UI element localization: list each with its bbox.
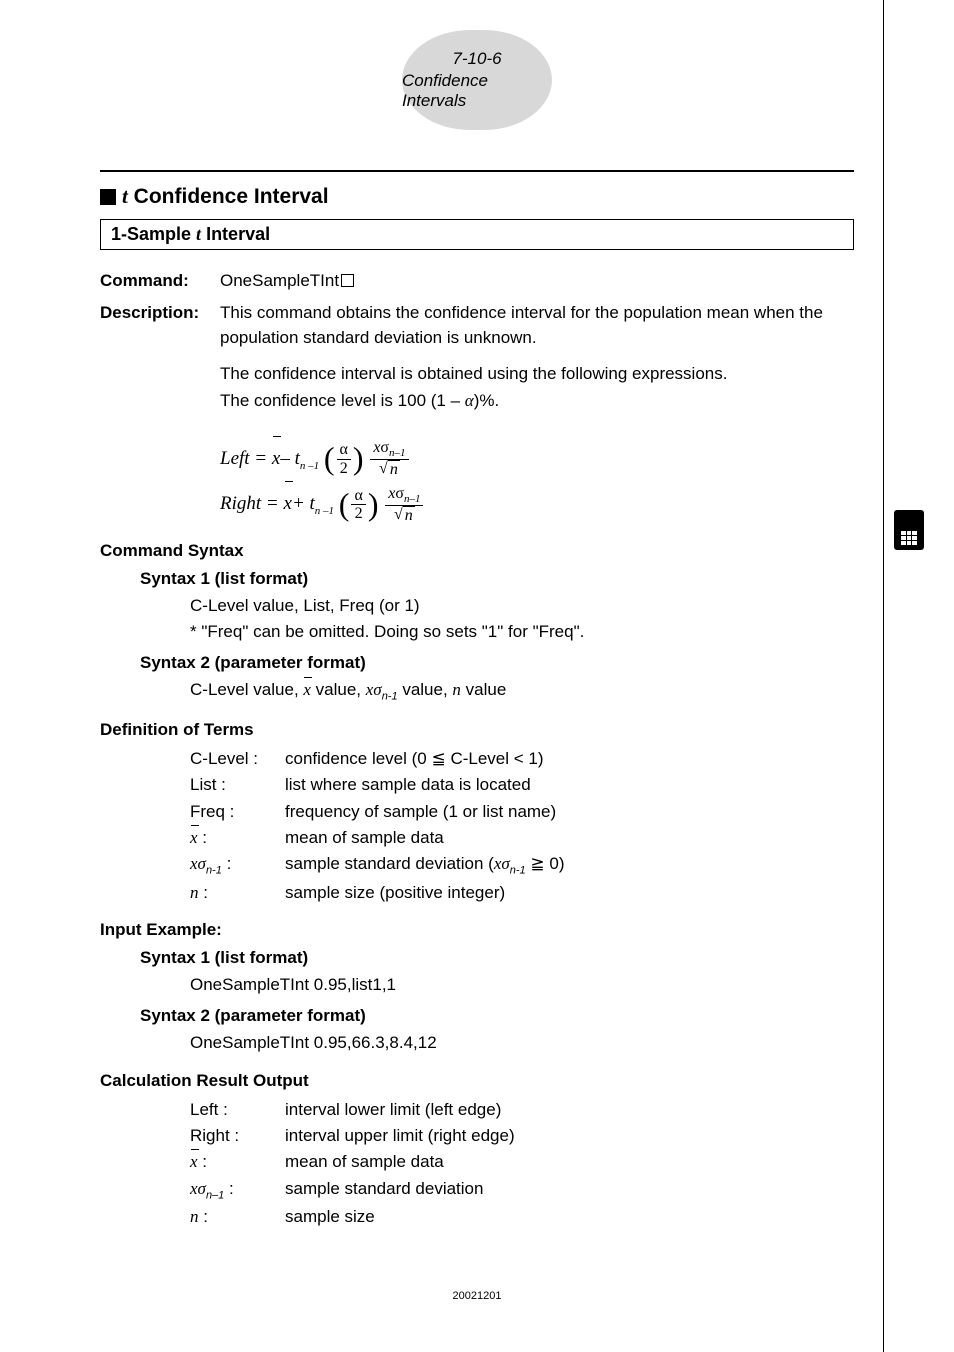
input-s1-title: Syntax 1 (list format) bbox=[140, 948, 854, 968]
syntax2-line1: C-Level value, x value, xσn-1 value, n v… bbox=[190, 677, 854, 705]
command-label: Command: bbox=[100, 268, 220, 294]
section-divider bbox=[100, 170, 854, 172]
term-row: Freq : frequency of sample (1 or list na… bbox=[190, 799, 854, 825]
term-key: C-Level : bbox=[190, 746, 285, 772]
s2-c: value, bbox=[398, 680, 453, 699]
section-bullet-icon bbox=[100, 189, 116, 205]
term-val-b: ≧ 0) bbox=[526, 854, 565, 873]
subsection-box: 1-Sample t Interval bbox=[100, 219, 854, 250]
s2-b: value, bbox=[311, 680, 366, 699]
term-val: confidence level (0 ≦ C-Level < 1) bbox=[285, 746, 854, 772]
description-label: Description: bbox=[100, 300, 220, 326]
description-line2: The confidence interval is obtained usin… bbox=[220, 361, 854, 387]
output-val: sample size bbox=[285, 1204, 854, 1230]
output-key: Right : bbox=[190, 1123, 285, 1149]
output-table: Left : interval lower limit (left edge) … bbox=[190, 1097, 854, 1231]
description-line3: The confidence level is 100 (1 – α)%. bbox=[220, 388, 854, 414]
formula-right: Right = x+ tn –1 (α2) xσn–1√n bbox=[220, 481, 854, 527]
input-heading: Input Example: bbox=[100, 920, 854, 940]
desc3-alpha: α bbox=[465, 391, 474, 410]
syntax-heading: Command Syntax bbox=[100, 541, 854, 561]
term-row: C-Level : confidence level (0 ≦ C-Level … bbox=[190, 746, 854, 772]
output-row: Right : interval upper limit (right edge… bbox=[190, 1123, 854, 1149]
syntax1-line1: C-Level value, List, Freq (or 1) bbox=[190, 593, 854, 619]
desc3-a: The confidence level is 100 (1 – bbox=[220, 391, 465, 410]
page-number: 7-10-6 bbox=[452, 49, 501, 69]
term-key: List : bbox=[190, 772, 285, 798]
section-title-text: Confidence Interval bbox=[128, 185, 329, 208]
description-body: This command obtains the confidence inte… bbox=[220, 300, 854, 424]
desc3-b: )%. bbox=[474, 391, 500, 410]
output-val: sample standard deviation bbox=[285, 1176, 854, 1204]
command-text: OneSampleTInt bbox=[220, 271, 339, 290]
term-val: list where sample data is located bbox=[285, 772, 854, 798]
output-key: n : bbox=[190, 1204, 285, 1230]
terms-heading: Definition of Terms bbox=[100, 720, 854, 740]
output-row: x : mean of sample data bbox=[190, 1149, 854, 1175]
term-row: x : mean of sample data bbox=[190, 825, 854, 851]
output-row: Left : interval lower limit (left edge) bbox=[190, 1097, 854, 1123]
formula-block: Left = x– tn –1 (α2) xσn–1√n Right = x+ … bbox=[220, 436, 854, 527]
subsection-rest: Interval bbox=[201, 224, 270, 244]
footer-number: 20021201 bbox=[100, 1290, 854, 1302]
output-val: mean of sample data bbox=[285, 1149, 854, 1175]
subsection-prefix: 1-Sample bbox=[111, 224, 196, 244]
description-line1: This command obtains the confidence inte… bbox=[220, 300, 854, 351]
page-header-badge: 7-10-6 Confidence Intervals bbox=[402, 30, 552, 130]
input-s2-title: Syntax 2 (parameter format) bbox=[140, 1006, 854, 1026]
output-key: Left : bbox=[190, 1097, 285, 1123]
input-s2-val: OneSampleTInt 0.95,66.3,8.4,12 bbox=[190, 1030, 854, 1056]
output-row: xσn–1 : sample standard deviation bbox=[190, 1176, 854, 1204]
syntax1-title: Syntax 1 (list format) bbox=[140, 569, 854, 589]
output-key: xσn–1 : bbox=[190, 1176, 285, 1204]
term-val: sample standard deviation (xσn-1 ≧ 0) bbox=[285, 851, 854, 879]
output-row: n : sample size bbox=[190, 1204, 854, 1230]
formula-left: Left = x– tn –1 (α2) xσn–1√n bbox=[220, 436, 854, 482]
term-row: n : sample size (positive integer) bbox=[190, 880, 854, 906]
command-box-icon bbox=[341, 274, 354, 287]
s2-d: value bbox=[461, 680, 506, 699]
page-header-title: Confidence Intervals bbox=[402, 71, 552, 111]
term-key: xσn-1 : bbox=[190, 851, 285, 879]
s2-a: C-Level value, bbox=[190, 680, 303, 699]
output-heading: Calculation Result Output bbox=[100, 1071, 854, 1091]
command-row: Command: OneSampleTInt bbox=[100, 268, 854, 294]
description-row: Description: This command obtains the co… bbox=[100, 300, 854, 424]
syntax2-title: Syntax 2 (parameter format) bbox=[140, 653, 854, 673]
term-key: n : bbox=[190, 880, 285, 906]
term-row: xσn-1 : sample standard deviation (xσn-1… bbox=[190, 851, 854, 879]
command-value: OneSampleTInt bbox=[220, 268, 854, 294]
term-val: sample size (positive integer) bbox=[285, 880, 854, 906]
section-title: t Confidence Interval bbox=[100, 184, 854, 209]
syntax1-line2: * "Freq" can be omitted. Doing so sets "… bbox=[190, 619, 854, 645]
output-val: interval lower limit (left edge) bbox=[285, 1097, 854, 1123]
term-val: mean of sample data bbox=[285, 825, 854, 851]
term-key: Freq : bbox=[190, 799, 285, 825]
input-s1-val: OneSampleTInt 0.95,list1,1 bbox=[190, 972, 854, 998]
term-row: List : list where sample data is located bbox=[190, 772, 854, 798]
term-key: x : bbox=[190, 825, 285, 851]
output-key: x : bbox=[190, 1149, 285, 1175]
term-val: frequency of sample (1 or list name) bbox=[285, 799, 854, 825]
terms-table: C-Level : confidence level (0 ≦ C-Level … bbox=[190, 746, 854, 906]
term-val-a: sample standard deviation ( bbox=[285, 854, 494, 873]
output-val: interval upper limit (right edge) bbox=[285, 1123, 854, 1149]
